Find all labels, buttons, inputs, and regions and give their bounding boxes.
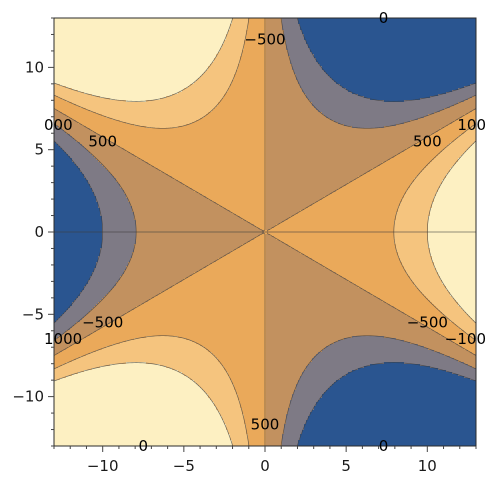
contour-plot: −10 −5 0 5 10 1050−5−10 0−500000500100500−50…	[0, 0, 489, 480]
